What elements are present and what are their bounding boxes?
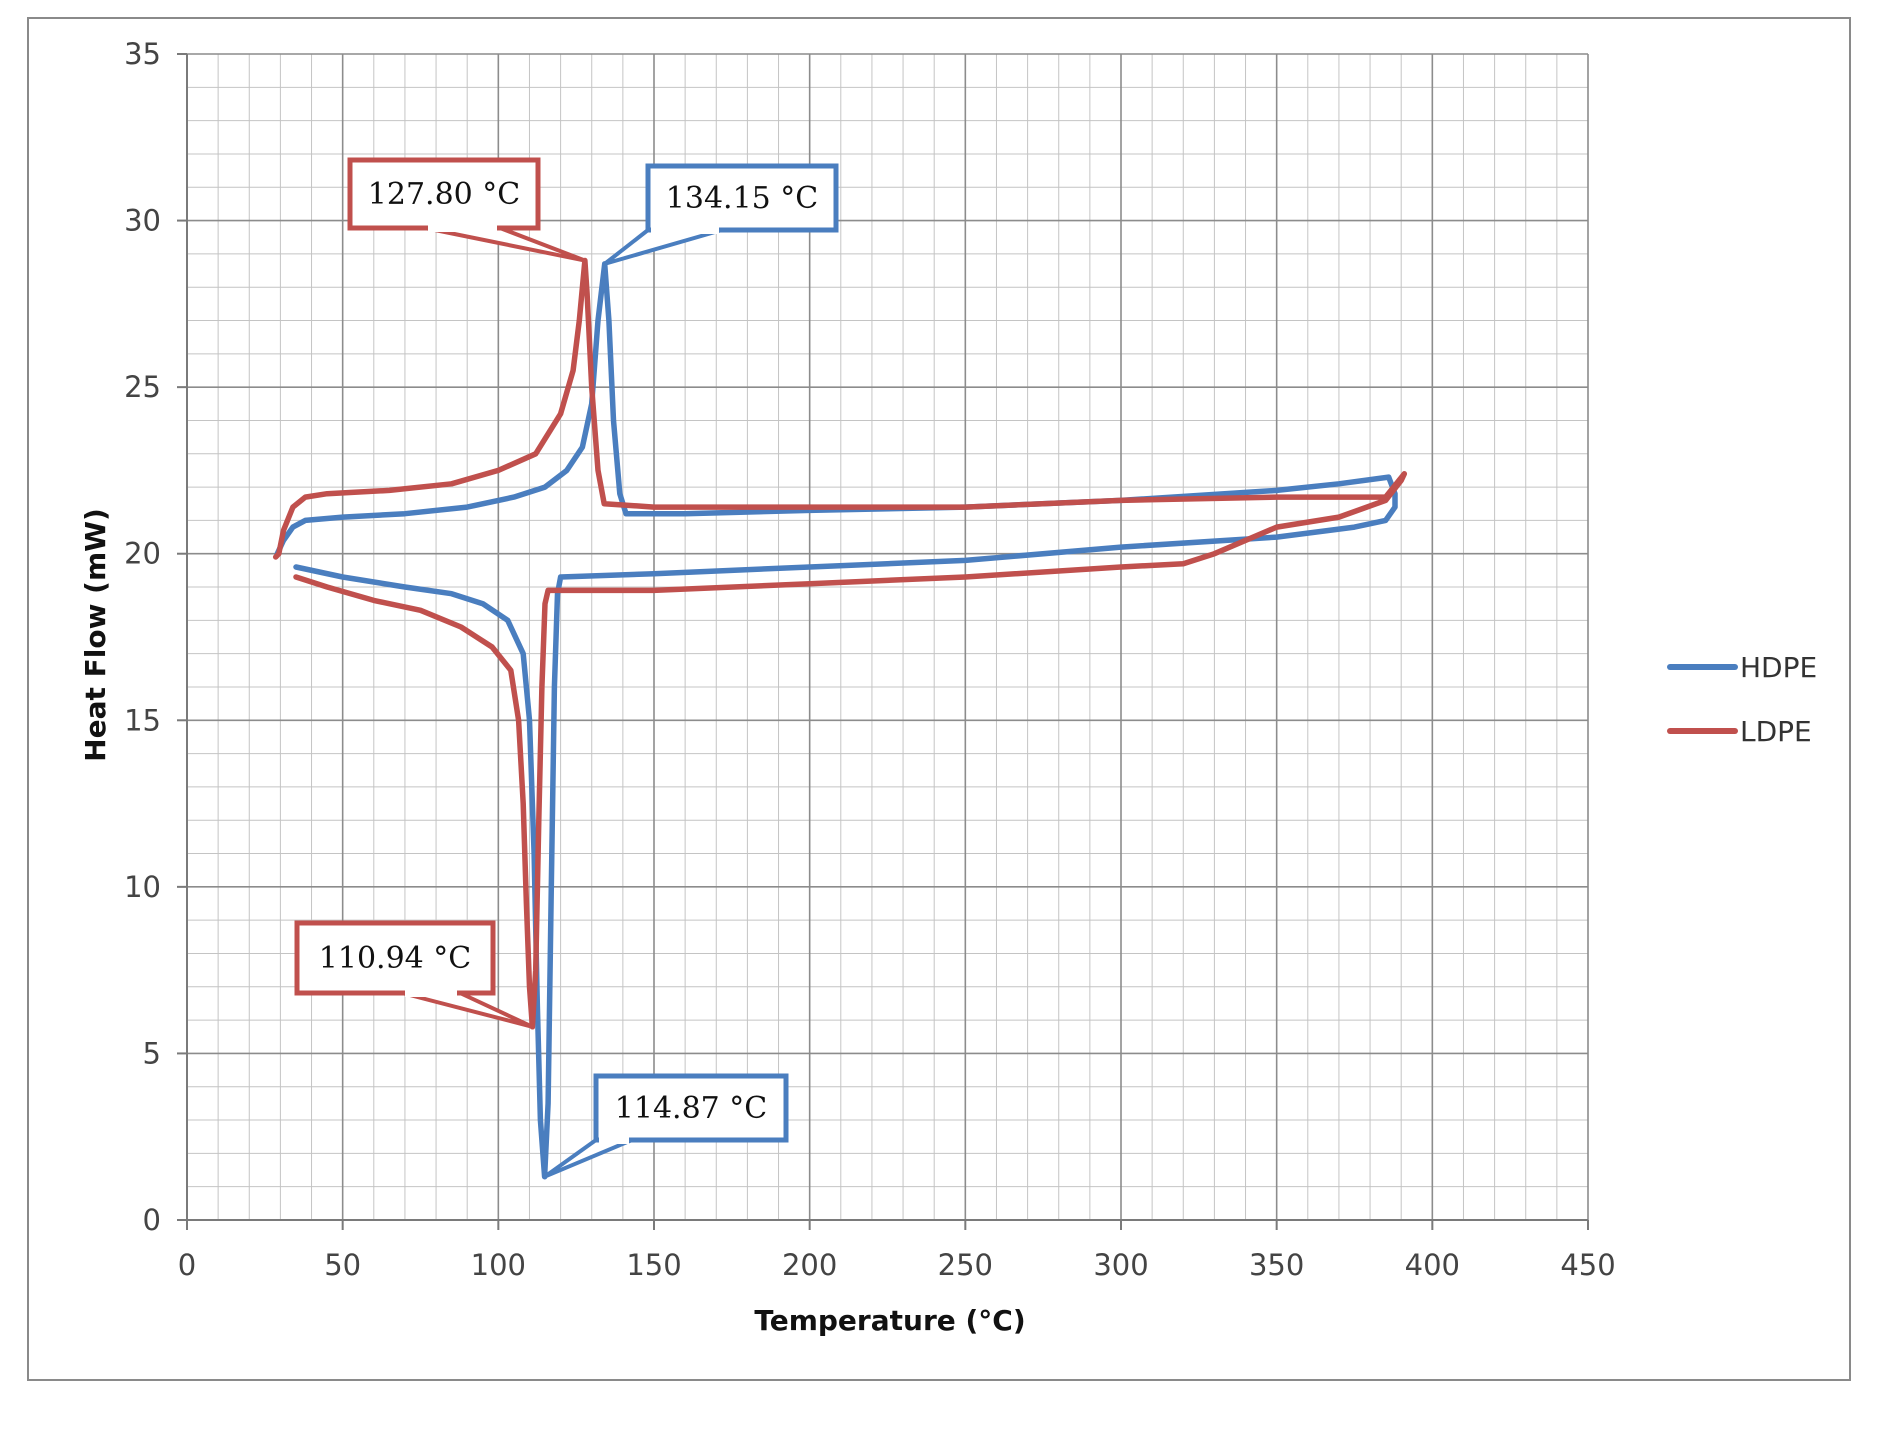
x-tick-label: 50	[324, 1248, 361, 1282]
callout-box	[593, 1073, 789, 1143]
callout-label: 127.80 °C	[368, 177, 520, 212]
x-tick-label: 150	[626, 1248, 681, 1282]
y-tick-labels: 0 5 10 15 20 25 30 35	[124, 37, 161, 1237]
callout-label: 114.87 °C	[615, 1091, 767, 1126]
series-layer	[272, 257, 1408, 1180]
series-line-ldpe	[272, 257, 1408, 1030]
tick-marks	[177, 53, 1589, 1230]
y-tick-label: 30	[124, 204, 161, 238]
callout-label: 110.94 °C	[319, 941, 471, 976]
x-tick-label: 200	[782, 1248, 837, 1282]
callout-label: 134.15 °C	[666, 181, 818, 216]
x-tick-labels: 0 50 100 150 200 250 300 350 400 450	[178, 1248, 1616, 1282]
annotation-layer: 127.80 °C 134.15 °C 110.94 °C 114.87 °C	[294, 157, 839, 1179]
legend-label-ldpe: LDPE	[1740, 715, 1812, 748]
x-tick-label: 250	[938, 1248, 993, 1282]
legend: HDPE LDPE	[1667, 651, 1817, 748]
x-tick-label: 100	[471, 1248, 526, 1282]
callout-gap	[428, 224, 497, 232]
chart-area-border	[27, 17, 1851, 1381]
callout: 134.15 °C	[602, 163, 839, 266]
callout: 110.94 °C	[294, 920, 535, 1029]
x-tick-label: 400	[1405, 1248, 1460, 1282]
y-tick-label: 35	[124, 37, 161, 71]
y-tick-label: 25	[124, 370, 161, 404]
x-tick-label: 300	[1093, 1248, 1148, 1282]
x-tick-label: 350	[1249, 1248, 1304, 1282]
callout-gap	[651, 226, 719, 234]
y-tick-label: 10	[124, 870, 161, 904]
x-tick-label: 0	[178, 1248, 196, 1282]
y-tick-label: 0	[143, 1203, 161, 1237]
y-tick-label: 5	[143, 1036, 161, 1070]
x-axis-title: Temperature (°C)	[754, 1304, 1025, 1337]
callout: 114.87 °C	[542, 1073, 789, 1179]
legend-label-hdpe: HDPE	[1740, 651, 1817, 684]
callout-gap	[599, 1136, 629, 1144]
callout: 127.80 °C	[347, 157, 587, 263]
y-tick-label: 20	[124, 537, 161, 571]
x-tick-label: 450	[1560, 1248, 1615, 1282]
callout-box	[645, 163, 839, 233]
y-axis-title: Heat Flow (mW)	[79, 508, 112, 762]
callout-box	[294, 920, 496, 996]
callout-gap	[405, 989, 457, 997]
y-tick-label: 15	[124, 703, 161, 737]
